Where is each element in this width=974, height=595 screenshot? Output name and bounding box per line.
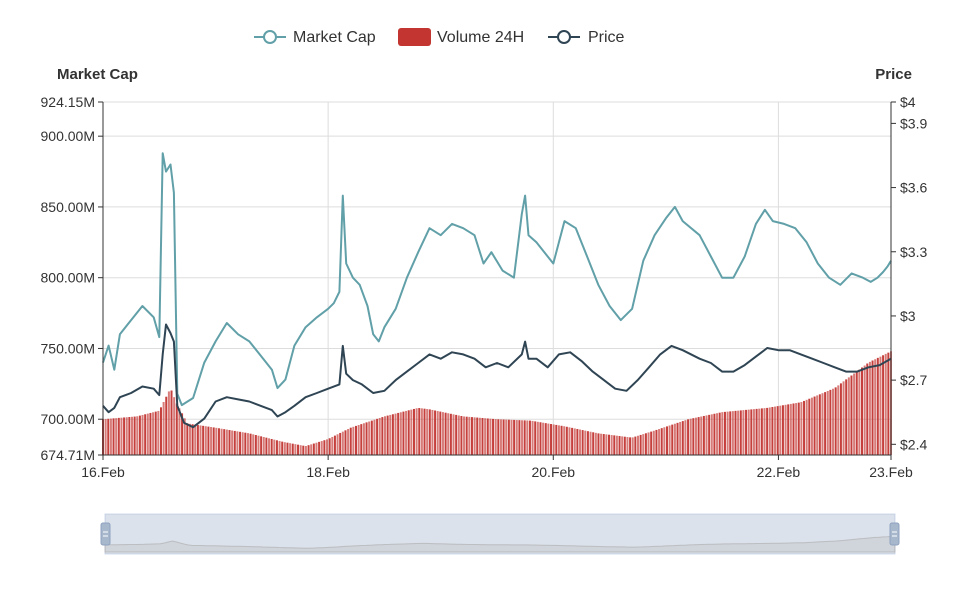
legend-item-market-cap[interactable]: Market Cap: [254, 29, 376, 46]
legend-item-price[interactable]: Price: [548, 29, 625, 46]
y-right-tick-label: $3.3: [900, 244, 927, 260]
data-zoom-handle-left[interactable]: [100, 522, 111, 546]
legend: Market Cap Volume 24H Price: [254, 28, 625, 46]
data-zoom-handle-right[interactable]: [889, 522, 900, 546]
y-left-axis-title: Market Cap: [57, 66, 138, 83]
volume-legend-icon: [398, 28, 431, 46]
legend-label-volume: Volume 24H: [437, 29, 524, 46]
y-right-tick-label: $3: [900, 308, 916, 324]
axes: [98, 101, 896, 460]
y-left-tick-label: 850.00M: [41, 199, 95, 215]
y-left-tick-label: 800.00M: [41, 270, 95, 286]
market-cap-legend-icon: [263, 30, 277, 44]
y-right-tick-label: $3.9: [900, 115, 927, 131]
y-left-tick-label: 674.71M: [41, 447, 95, 463]
volume-series: [102, 351, 892, 455]
legend-item-volume[interactable]: Volume 24H: [398, 28, 524, 46]
y-left-tick-label: 700.00M: [41, 411, 95, 427]
data-zoom-slider[interactable]: [100, 513, 900, 555]
grid: [102, 101, 892, 456]
x-tick-label: 16.Feb: [81, 464, 125, 480]
series-line-price: [102, 323, 892, 429]
legend-label-market-cap: Market Cap: [293, 29, 376, 46]
y-left-tick-label: 900.00M: [41, 128, 95, 144]
line-series: [102, 152, 892, 429]
y-right-tick-label: $2.7: [900, 372, 927, 388]
y-left-tick-label: 924.15M: [41, 94, 95, 110]
data-zoom-preview: [104, 535, 896, 553]
y-right-tick-label: $4: [900, 94, 916, 110]
data-zoom-selected-range[interactable]: [105, 514, 895, 554]
y-right-tick-label: $2.4: [900, 436, 927, 452]
tick-labels: 924.15M 900.00M 850.00M 800.00M 750.00M 700.0…: [41, 94, 928, 480]
data-zoom-track: [104, 513, 896, 555]
y-left-tick-label: 750.00M: [41, 340, 95, 356]
x-tick-label: 20.Feb: [531, 464, 575, 480]
series-line-market-cap: [102, 152, 892, 407]
y-right-axis-title: Price: [875, 66, 912, 83]
y-right-tick-label: $3.6: [900, 180, 927, 196]
x-tick-label: 22.Feb: [757, 464, 801, 480]
legend-label-price: Price: [588, 29, 625, 46]
x-tick-label: 23.Feb: [869, 464, 913, 480]
price-legend-icon: [557, 30, 571, 44]
x-tick-label: 18.Feb: [306, 464, 350, 480]
